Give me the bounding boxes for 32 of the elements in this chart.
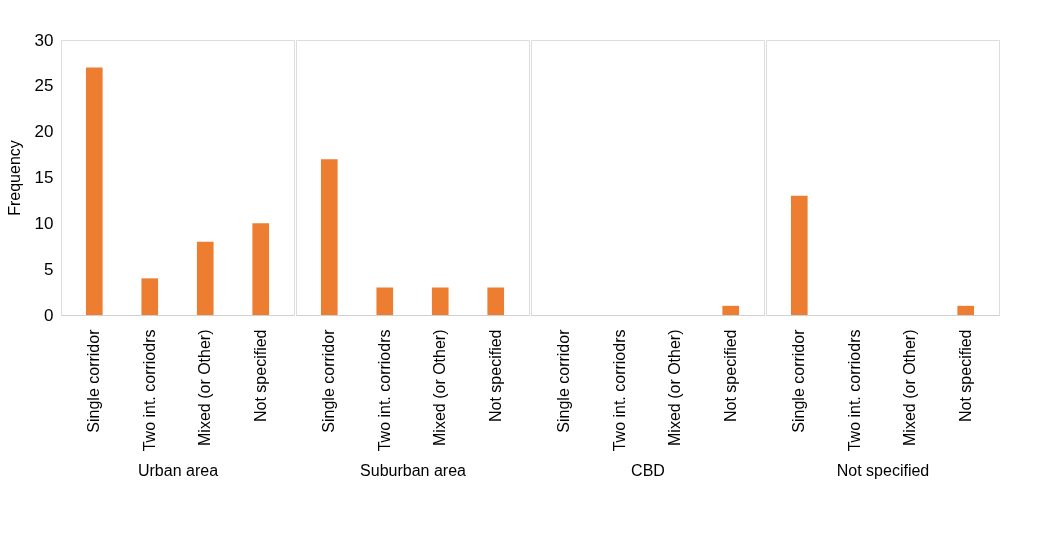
x-tick-label: Not specified bbox=[251, 329, 269, 422]
x-tick-label: Not specified bbox=[721, 329, 739, 422]
y-tick-label: 25 bbox=[34, 76, 54, 96]
x-tick-label: Mixed (or Other) bbox=[666, 329, 684, 446]
x-tick-label: Two int. corriodrs bbox=[140, 329, 158, 452]
bar bbox=[196, 241, 214, 315]
x-tick-label: Mixed (or Other) bbox=[431, 329, 449, 446]
bar bbox=[141, 278, 159, 315]
x-tick-label: Not specified bbox=[486, 329, 504, 422]
y-tick-label: 20 bbox=[34, 122, 54, 142]
x-tick-label: Two int. corriodrs bbox=[610, 329, 628, 452]
x-axis-title: Not specified bbox=[836, 462, 930, 480]
x-tick-label: Single corridor bbox=[555, 328, 573, 433]
x-tick-label: Single corridor bbox=[85, 328, 103, 433]
x-tick-label: Two int. corriodrs bbox=[375, 329, 393, 452]
y-tick-label: 30 bbox=[34, 30, 54, 50]
x-axis-title: Urban area bbox=[137, 462, 219, 480]
x-tick-label: Single corridor bbox=[790, 328, 808, 433]
x-tick-label: Mixed (or Other) bbox=[901, 329, 919, 446]
x-axis-title: Suburban area bbox=[360, 462, 467, 480]
x-axis-title: CBD bbox=[631, 462, 665, 480]
y-tick-label: 10 bbox=[34, 213, 54, 233]
x-tick-label: Mixed (or Other) bbox=[196, 329, 214, 446]
x-tick-label: Not specified bbox=[956, 329, 974, 422]
y-tick-label: 5 bbox=[44, 259, 54, 279]
y-axis-title: Frequency bbox=[5, 140, 23, 216]
y-tick-label: 0 bbox=[44, 305, 54, 325]
y-tick-label: 15 bbox=[34, 168, 54, 187]
x-tick-label: Single corridor bbox=[320, 328, 338, 433]
bar bbox=[85, 67, 103, 315]
bar bbox=[252, 223, 270, 315]
x-tick-label: Two int. corriodrs bbox=[845, 329, 863, 452]
